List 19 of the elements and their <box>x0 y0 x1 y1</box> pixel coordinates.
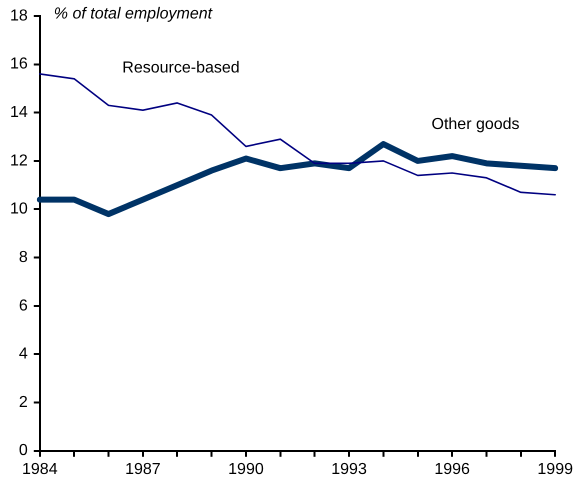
y-tick-label: 12 <box>10 152 28 170</box>
y-tick-label: 0 <box>18 442 28 460</box>
y-tick-label: 4 <box>18 346 28 363</box>
y-tick-label: 8 <box>18 248 28 266</box>
y-tick-label: 16 <box>10 56 28 73</box>
x-tick-label: 1987 <box>125 460 161 478</box>
y-tick-label: 10 <box>10 200 28 218</box>
series-label: Resource-based <box>122 60 240 77</box>
y-tick-label: 18 <box>10 7 28 24</box>
y-tick-label: 2 <box>18 394 28 411</box>
y-axis-title: % of total employment <box>54 5 213 22</box>
x-tick-label: 1990 <box>228 460 264 478</box>
y-tick-label: 6 <box>18 297 28 314</box>
x-tick-label: 1999 <box>537 460 574 478</box>
series-label: Other goods <box>432 116 520 134</box>
x-tick-label: 1996 <box>434 460 470 478</box>
y-tick-label: 14 <box>10 104 28 122</box>
x-tick-label: 1993 <box>331 460 367 478</box>
x-tick-label: 1984 <box>22 460 58 478</box>
